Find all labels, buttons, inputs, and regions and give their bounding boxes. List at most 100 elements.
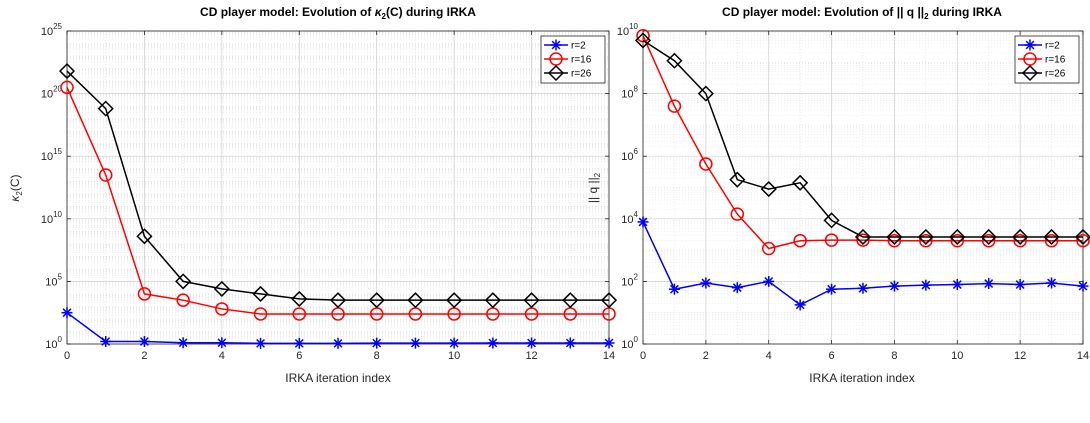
- chart-title: CD player model: Evolution of || q ||2 d…: [722, 5, 1002, 21]
- data-point: [826, 283, 838, 295]
- data-point: [697, 85, 714, 102]
- x-tick-label: 4: [219, 350, 225, 362]
- data-point: [371, 337, 383, 349]
- y-tick-label: 100: [45, 335, 62, 351]
- data-point: [917, 228, 934, 246]
- legend-entry: r=2: [1018, 39, 1060, 52]
- data-point: [291, 290, 308, 307]
- series-line: [642, 35, 1083, 250]
- y-tick-label: 1015: [41, 147, 63, 163]
- legend-marker: [1024, 39, 1036, 51]
- data-point: [407, 292, 424, 309]
- data-point: [888, 280, 900, 292]
- x-axis-label: IRKA iteration index: [285, 371, 390, 385]
- data-point: [1077, 280, 1089, 292]
- x-tick-label: 6: [296, 350, 302, 362]
- legend-marker: [547, 64, 565, 82]
- x-tick-label: 12: [525, 350, 537, 362]
- data-point: [175, 273, 192, 290]
- x-tick-label: 14: [1077, 350, 1089, 362]
- data-point: [600, 292, 618, 309]
- data-point: [446, 292, 463, 309]
- data-point: [526, 337, 538, 349]
- data-point: [983, 278, 995, 290]
- y-tick-label: 1020: [41, 85, 63, 101]
- series-r=2: [61, 307, 615, 349]
- data-point: [1044, 233, 1059, 248]
- data-point: [368, 292, 385, 309]
- legend-label: r=2: [571, 41, 586, 52]
- data-point: [216, 337, 228, 349]
- series-r=16: [636, 28, 1090, 256]
- data-point: [761, 241, 776, 256]
- data-point: [823, 212, 840, 229]
- y-tick-label: 104: [621, 210, 638, 226]
- axes-box: [642, 30, 1084, 345]
- data-point: [1043, 228, 1060, 246]
- data-point: [1076, 233, 1090, 248]
- data-point: [981, 233, 996, 248]
- data-point: [215, 302, 229, 316]
- data-point: [794, 299, 806, 311]
- x-tick-label: 14: [603, 350, 615, 362]
- data-point: [760, 181, 777, 198]
- legend-label: r=26: [571, 69, 592, 80]
- y-tick-label: 102: [621, 272, 638, 288]
- data-point: [523, 292, 540, 309]
- legend-label: r=26: [1045, 69, 1066, 80]
- series-line: [66, 70, 609, 301]
- data-point: [951, 279, 963, 291]
- data-point: [668, 283, 680, 295]
- legend-marker: [1021, 64, 1039, 82]
- data-point: [887, 233, 902, 248]
- y-tick-label: 1025: [41, 22, 63, 38]
- x-tick-label: 10: [448, 350, 460, 362]
- series-line: [66, 87, 609, 315]
- chart-q-norm: CD player model: Evolution of || q ||2 d…: [586, 5, 1090, 385]
- data-point: [950, 233, 965, 248]
- data-point: [603, 337, 615, 349]
- data-point: [448, 337, 460, 349]
- chart-kappa: CD player model: Evolution of κ2(C) duri…: [8, 5, 618, 385]
- data-point: [1046, 277, 1058, 289]
- data-point: [177, 337, 189, 349]
- data-point: [919, 233, 933, 248]
- data-point: [1074, 228, 1090, 246]
- legend: r=2 r=16 r=26: [540, 35, 606, 84]
- data-point: [949, 228, 966, 246]
- x-tick-label: 10: [951, 350, 963, 362]
- data-point: [253, 307, 268, 321]
- data-point: [252, 285, 269, 302]
- x-axis-label: IRKA iteration index: [809, 371, 914, 385]
- data-point: [58, 63, 76, 80]
- y-tick-label: 1010: [617, 22, 639, 38]
- data-point: [100, 335, 112, 347]
- data-point: [487, 337, 499, 349]
- y-tick-label: 100: [621, 335, 638, 351]
- x-tick-label: 2: [703, 350, 709, 362]
- data-point: [731, 282, 743, 294]
- data-point: [293, 337, 305, 349]
- data-point: [97, 100, 114, 117]
- x-tick-label: 4: [766, 350, 772, 362]
- data-point: [730, 207, 745, 221]
- data-point: [763, 275, 775, 287]
- data-point: [213, 280, 230, 297]
- legend-entry: r=26: [544, 64, 592, 82]
- y-tick-label: 1010: [41, 210, 63, 226]
- data-point: [292, 307, 307, 321]
- data-point: [136, 228, 153, 245]
- series-r=26: [58, 63, 618, 309]
- data-point: [137, 287, 152, 301]
- chart-title: CD player model: Evolution of κ2(C) duri…: [200, 5, 476, 21]
- legend-marker: [550, 39, 562, 51]
- data-point: [562, 292, 579, 309]
- data-point: [1014, 279, 1026, 291]
- data-point: [637, 216, 649, 228]
- y-axis-label: κ2(C): [8, 174, 24, 201]
- data-point: [329, 292, 347, 309]
- y-tick-label: 105: [45, 272, 62, 288]
- data-point: [484, 292, 501, 309]
- data-point: [176, 293, 190, 307]
